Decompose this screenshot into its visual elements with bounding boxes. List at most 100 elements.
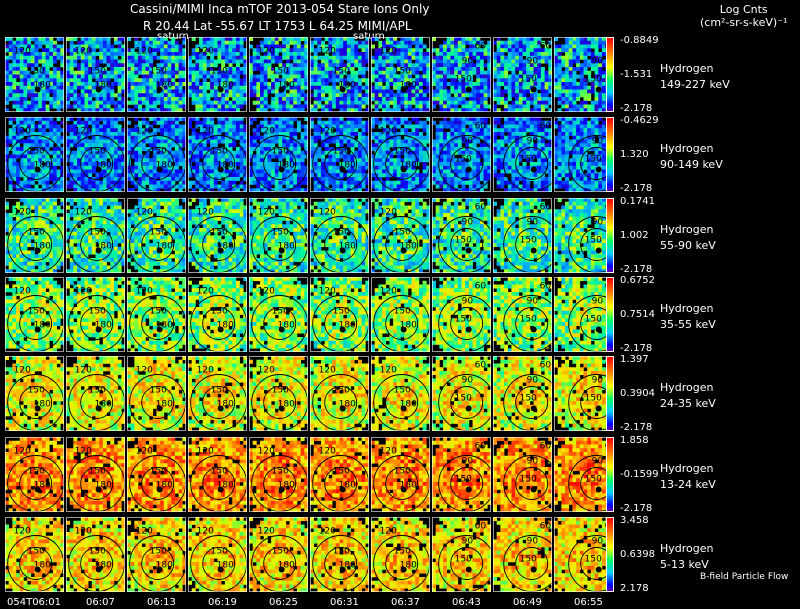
flux-pixel	[167, 93, 172, 98]
flux-pixel	[95, 44, 100, 49]
flux-pixel	[400, 78, 405, 83]
flux-pixel	[110, 173, 115, 178]
flux-pixel	[483, 44, 488, 49]
flux-pixel	[102, 143, 107, 148]
flux-pixel	[361, 169, 366, 174]
flux-pixel	[418, 173, 423, 178]
flux-pixel	[350, 55, 355, 60]
flux-pixel	[84, 147, 89, 152]
flux-pixel	[343, 173, 348, 178]
flux-pixel	[479, 40, 484, 45]
flux-pixel	[565, 85, 570, 90]
flux-pixel	[256, 135, 261, 140]
flux-pixel	[450, 40, 455, 45]
flux-pixel	[339, 52, 344, 57]
flux-pixel	[121, 184, 125, 189]
flux-pixel	[304, 52, 308, 57]
flux-pixel	[252, 89, 257, 94]
flux-pixel	[407, 139, 412, 144]
flux-pixel	[52, 100, 57, 105]
flux-pixel	[300, 108, 305, 112]
flux-pixel	[354, 100, 359, 105]
flux-pixel	[141, 173, 146, 178]
flux-pixel	[217, 177, 222, 182]
flux-pixel	[202, 177, 207, 182]
flux-pixel	[468, 59, 473, 64]
flux-pixel	[296, 139, 301, 144]
flux-pixel	[121, 48, 125, 53]
flux-pixel	[174, 135, 179, 140]
flux-pixel	[228, 173, 233, 178]
flux-pixel	[321, 128, 326, 133]
flux-pixel	[418, 55, 423, 60]
flux-pixel	[145, 89, 150, 94]
flux-pixel	[282, 150, 287, 155]
flux-pixel	[30, 97, 35, 102]
flux-pixel	[149, 135, 154, 140]
flux-pixel	[117, 173, 122, 178]
flux-pixel	[518, 59, 523, 64]
flux-pixel	[191, 85, 196, 90]
flux-pixel	[91, 52, 96, 57]
flux-pixel	[49, 55, 54, 60]
flux-pixel	[134, 63, 139, 68]
flux-pixel	[426, 173, 430, 178]
contour-label: 120	[197, 127, 214, 137]
flux-pixel	[221, 67, 226, 72]
flux-pixel	[293, 188, 298, 192]
flux-pixel	[300, 85, 305, 90]
flux-pixel	[88, 74, 93, 79]
flux-pixel	[487, 70, 491, 75]
flux-pixel	[587, 108, 592, 112]
flux-pixel	[130, 85, 135, 90]
flux-pixel	[195, 44, 200, 49]
flux-pixel	[60, 52, 64, 57]
flux-pixel	[12, 78, 17, 83]
flux-pixel	[56, 188, 61, 192]
flux-pixel	[601, 63, 606, 68]
flux-pixel	[149, 48, 154, 53]
flux-pixel	[540, 67, 545, 72]
flux-pixel	[152, 173, 157, 178]
saturn-marker	[217, 86, 224, 93]
flux-pixel	[354, 124, 359, 129]
flux-pixel	[293, 44, 298, 49]
flux-pixel	[365, 52, 369, 57]
flux-pixel	[167, 132, 172, 137]
flux-pixel	[138, 120, 143, 125]
flux-pixel	[554, 44, 558, 49]
flux-pixel	[160, 59, 165, 64]
flux-pixel	[60, 59, 64, 64]
flux-pixel	[601, 93, 606, 98]
flux-pixel	[56, 97, 61, 102]
flux-pixel	[332, 120, 337, 125]
flux-pixel	[400, 177, 405, 182]
flux-pixel	[518, 48, 523, 53]
flux-pixel	[260, 55, 265, 60]
flux-pixel	[256, 52, 261, 57]
flux-pixel	[385, 44, 390, 49]
flux-pixel	[293, 132, 298, 137]
flux-pixel	[561, 82, 566, 87]
flux-pixel	[178, 85, 183, 90]
flux-pixel	[343, 52, 348, 57]
flux-pixel	[152, 108, 157, 112]
flux-pixel	[396, 169, 401, 174]
flux-pixel	[77, 48, 82, 53]
flux-pixel	[121, 97, 125, 102]
flux-pixel	[533, 48, 538, 53]
flux-pixel	[339, 48, 344, 53]
flux-pixel	[285, 120, 290, 125]
flux-pixel	[439, 89, 444, 94]
flux-pixel	[263, 150, 268, 155]
flux-pixel	[117, 37, 122, 42]
flux-pixel	[313, 52, 318, 57]
flux-pixel	[249, 117, 253, 122]
flux-pixel	[127, 37, 131, 42]
flux-pixel	[313, 180, 318, 185]
flux-pixel	[289, 97, 294, 102]
flux-pixel	[389, 37, 394, 42]
flux-pixel	[66, 158, 70, 163]
flux-pixel	[195, 97, 200, 102]
flux-pixel	[45, 67, 50, 72]
